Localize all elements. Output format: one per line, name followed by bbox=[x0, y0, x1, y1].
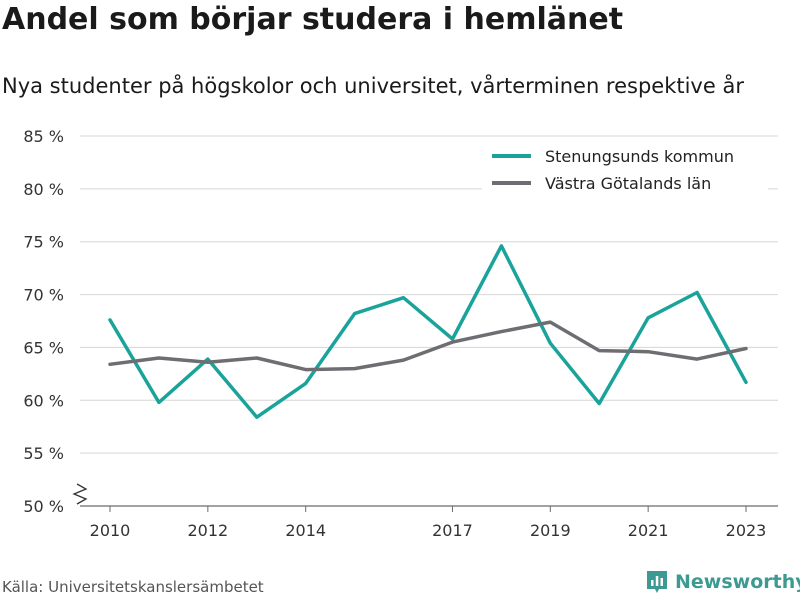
series-line bbox=[108, 320, 748, 372]
x-tick-label: 2017 bbox=[432, 521, 473, 540]
y-tick-label: 80 % bbox=[23, 180, 64, 199]
legend-label: Stenungsunds kommun bbox=[545, 147, 734, 166]
brand-name: Newsworthy bbox=[675, 571, 800, 593]
chart-title: Andel som börjar studera i hemlänet bbox=[2, 2, 624, 37]
x-tick-label: 2014 bbox=[285, 521, 326, 540]
legend-label: Västra Götalands län bbox=[545, 174, 711, 193]
source-note: Källa: Universitetskanslersämbetet bbox=[2, 578, 264, 596]
y-tick-label: 65 % bbox=[23, 338, 64, 357]
chart-subtitle: Nya studenter på högskolor och universit… bbox=[2, 74, 744, 98]
newsworthy-logo-icon bbox=[647, 571, 667, 593]
y-tick-label: 50 % bbox=[23, 497, 64, 516]
legend-background bbox=[482, 142, 768, 200]
y-tick-label: 70 % bbox=[23, 286, 64, 305]
x-tick-label: 2023 bbox=[726, 521, 767, 540]
y-tick-label: 75 % bbox=[23, 233, 64, 252]
x-tick-label: 2012 bbox=[187, 521, 228, 540]
axis-break-icon bbox=[72, 483, 88, 505]
series-lines bbox=[108, 244, 748, 419]
y-tick-label: 85 % bbox=[23, 127, 64, 146]
brand-logo: Newsworthy bbox=[645, 569, 800, 595]
legend: Stenungsunds kommun Västra Götalands län bbox=[482, 142, 768, 200]
y-tick-label: 55 % bbox=[23, 444, 64, 463]
y-tick-label: 60 % bbox=[23, 391, 64, 410]
x-tick-label: 2019 bbox=[530, 521, 571, 540]
y-axis-ticks: 50 % 55 % 60 % 65 % 70 % 75 % 80 % 85 % bbox=[23, 127, 88, 516]
x-tick-label: 2021 bbox=[628, 521, 669, 540]
x-axis: 2010 2012 2014 2017 2019 2021 2023 bbox=[90, 506, 767, 540]
x-tick-label: 2010 bbox=[90, 521, 131, 540]
series-line bbox=[108, 244, 748, 419]
